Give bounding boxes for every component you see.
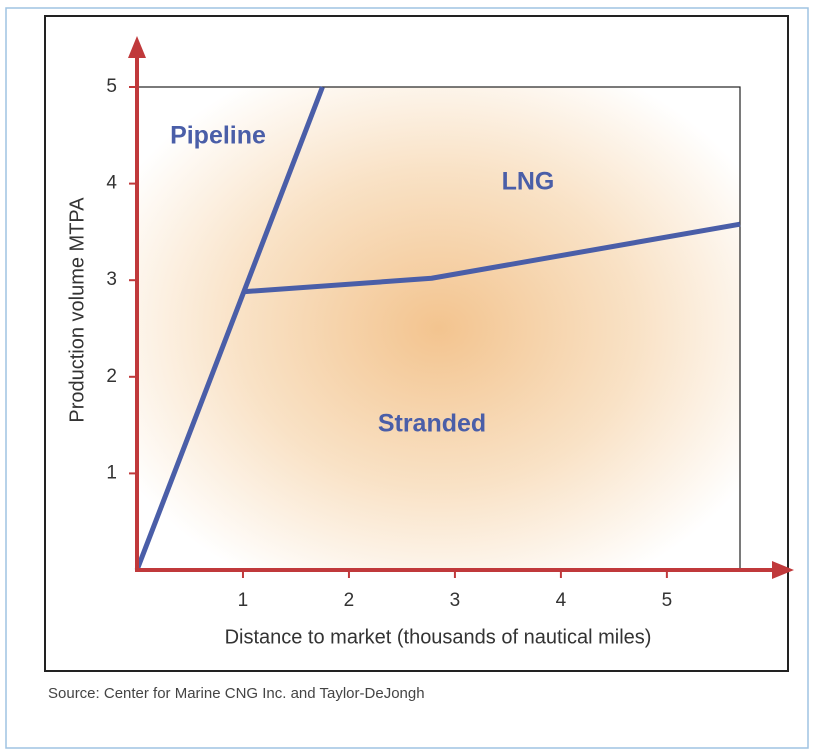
y-tick-label: 3 [106, 269, 117, 290]
y-axis-label: Production volume MTPA [66, 197, 88, 423]
x-arrow [772, 561, 794, 579]
y-tick-label: 4 [106, 173, 117, 194]
boundary-line [134, 86, 325, 571]
x-tick-label: 2 [344, 590, 355, 611]
y-tick-label: 1 [106, 462, 117, 483]
x-axis-label: Distance to market (thousands of nautica… [225, 626, 652, 648]
annotation: Pipeline [170, 122, 266, 150]
boundary-line [242, 221, 741, 295]
x-tick-label: 4 [556, 590, 567, 611]
x-tick-label: 3 [450, 590, 461, 611]
x-tick-label: 1 [238, 590, 249, 611]
plot-area [136, 86, 741, 571]
y-tick-label: 5 [106, 76, 117, 97]
source-note: Source: Center for Marine CNG Inc. and T… [48, 685, 425, 702]
annotation: LNG [502, 168, 555, 196]
outer-frame [5, 7, 809, 749]
y-tick-label: 2 [106, 366, 117, 387]
annotation: Stranded [378, 410, 486, 438]
x-tick-label: 5 [662, 590, 673, 611]
y-arrow [128, 36, 146, 58]
